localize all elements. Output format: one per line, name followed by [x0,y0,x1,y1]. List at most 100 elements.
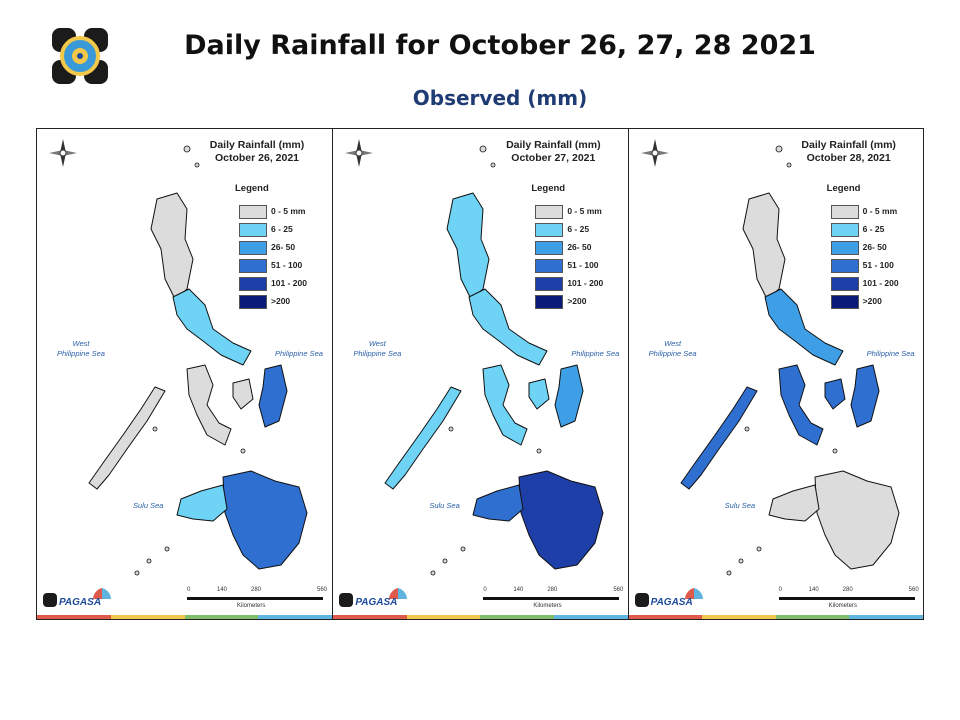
islet [430,570,436,576]
islet [786,162,792,168]
map-panel-oct-27: Daily Rainfall (mm) October 27, 2021 Leg… [332,129,628,619]
strip-segment [775,615,850,619]
legend-swatch [830,205,859,219]
legend-label: 101 - 200 [862,278,899,288]
islet [164,546,170,552]
strip-segment [480,615,555,619]
panel-title-line1: Daily Rainfall (mm) [801,139,896,151]
region-palawan [88,386,166,490]
legend-label: 101 - 200 [271,278,307,288]
scale-tick: 0 [778,587,782,593]
islet [442,558,448,564]
legend-title: Legend [826,183,861,194]
color-strip [628,615,923,619]
scale-tick: 140 [808,587,819,593]
islet [194,162,200,168]
islet [738,558,744,564]
panel-title: Daily Rainfall (mm) October 28, 2021 [779,139,919,165]
region-mindanao-west [472,484,524,522]
strip-segment [554,615,628,619]
strip-segment [406,615,481,619]
map-panel-oct-26: Daily Rainfall (mm) October 26, 2021 Leg… [37,129,333,619]
legend-label: >200 [567,296,587,306]
legend-swatch [239,259,267,273]
region-east-visayas [554,364,584,428]
legend-item: 101 - 200 [535,277,627,291]
strip-segment [702,615,776,619]
region-mindanao-west [176,484,228,522]
islet [775,145,783,153]
page-title: Daily Rainfall for October 26, 27, 28 20… [184,30,816,61]
legend-item: >200 [535,295,627,309]
legend-item: 51 - 100 [830,259,923,273]
islet [726,570,732,576]
legend-swatch [239,241,267,255]
islet [152,426,158,432]
legend-swatch [830,241,859,255]
islet [448,426,454,432]
strip-segment [110,615,185,619]
color-strip [37,615,333,619]
strip-segment [849,615,923,619]
legend-title: Legend [235,183,269,194]
legend-swatch [830,277,859,291]
legend-item: 51 - 100 [535,259,627,273]
legend-label: 26- 50 [862,242,887,252]
legend-item: 26- 50 [239,241,332,255]
region-mindanao [814,470,900,570]
legend-label: 26- 50 [271,242,296,252]
scale-tick: 280 [547,587,558,593]
panel-title-date: October 26, 2021 [214,152,300,164]
legend-label: 51 - 100 [862,260,894,270]
islet [744,426,750,432]
region-visayas [778,364,846,446]
sulu-sea-label: Sulu Sea [429,501,460,510]
page-subtitle: Observed (mm) [412,86,588,110]
panel-title-line1: Daily Rainfall (mm) [209,139,305,151]
legend-swatch [239,295,267,309]
legend-item: 0 - 5 mm [535,205,627,219]
legend-swatch [535,205,564,219]
strip-segment [184,615,259,619]
islet [460,546,466,552]
north-arrow [345,139,374,167]
legend-swatch [535,223,564,237]
pagasa-wordmark: PAGASA [650,597,693,608]
legend-title: Legend [531,183,566,194]
scale-unit: Kilometers [828,603,857,609]
region-luzon-south [172,288,252,366]
legend-label: 6 - 25 [271,224,293,234]
islet [756,546,762,552]
islet [490,162,496,168]
west-philippine-sea-label: West Philippine Sea [57,339,105,358]
legend-item: 101 - 200 [239,277,332,291]
region-palawan [680,386,758,490]
legend-label: 0 - 5 mm [862,206,898,216]
philippine-sea-label: Philippine Sea [275,349,323,358]
scale-tick: 280 [251,587,262,593]
pagasa-logo [634,588,703,607]
islet [240,448,246,454]
region-mindanao [518,470,604,570]
legend-item: 0 - 5 mm [830,205,923,219]
map-panels: Daily Rainfall (mm) October 26, 2021 Leg… [36,128,924,620]
region-visayas [186,364,254,446]
legend-label: 0 - 5 mm [567,206,602,216]
rainfall-map [49,139,308,576]
legend-swatch [535,277,564,291]
legend-item: 26- 50 [535,241,627,255]
legend-swatch [239,205,267,219]
legend-item: 51 - 100 [239,259,332,273]
north-arrow [49,139,77,167]
scale-tick: 0 [187,587,191,593]
strip-segment [37,615,111,619]
legend-swatch [830,223,859,237]
map-panel-oct-28: Daily Rainfall (mm) October 28, 2021 Leg… [627,129,923,619]
islet [146,558,152,564]
legend-item: >200 [239,295,332,309]
legend-swatch [830,259,859,273]
scale-unit: Kilometers [533,603,562,609]
islet [832,448,838,454]
legend-label: 26- 50 [567,242,592,252]
region-mindanao-west [768,484,820,522]
